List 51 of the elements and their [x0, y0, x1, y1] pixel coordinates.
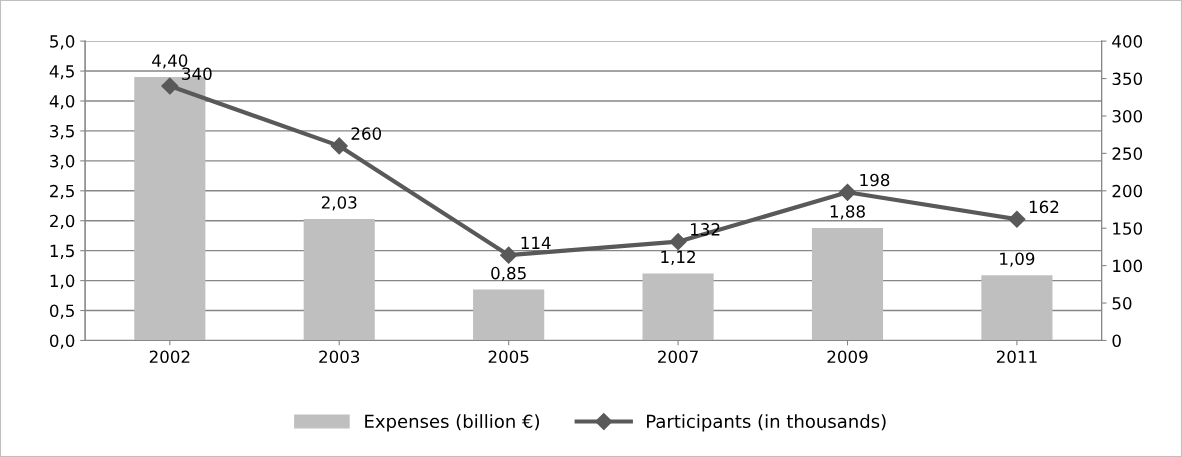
data-label: 162 — [1029, 200, 1059, 214]
bar — [473, 289, 545, 341]
data-label: 1,88 — [830, 205, 865, 220]
bar — [811, 227, 884, 341]
legend-label: Expenses (billion €) — [365, 414, 540, 432]
y-tick-label: 2,0 — [50, 214, 75, 229]
x-tick-label: 2003 — [319, 350, 360, 364]
point — [669, 233, 687, 251]
y-tick-label: 2,5 — [50, 184, 74, 200]
y2-tick-label: 50 — [1112, 297, 1132, 310]
point — [838, 183, 857, 201]
y2-tick-label: 300 — [1112, 109, 1143, 123]
data-label: 114 — [521, 236, 551, 249]
y2-tick-label: 400 — [1112, 35, 1143, 48]
y-tick-label: 4,0 — [49, 94, 75, 110]
y-tick-label: 0,0 — [49, 334, 75, 349]
y-tick-label: 1,5 — [50, 244, 74, 259]
data-label: 260 — [351, 127, 382, 140]
y-tick-label: 0,5 — [49, 304, 74, 319]
point — [330, 137, 348, 155]
data-label: 1,12 — [661, 250, 695, 265]
y-tick-label: 1,0 — [50, 274, 75, 289]
x-tick-label: 2009 — [827, 350, 868, 364]
x-tick-label: 2005 — [488, 350, 529, 364]
point — [161, 77, 179, 95]
data-label: 132 — [691, 223, 720, 236]
x-tick-label: 2011 — [996, 350, 1037, 364]
y-tick-label: 5,0 — [50, 35, 75, 50]
data-label: 4,40 — [152, 54, 188, 69]
bar — [981, 275, 1053, 341]
y2-tick-label: 0 — [1112, 334, 1121, 348]
y-tick-label: 3,5 — [50, 124, 74, 140]
data-label: 198 — [860, 173, 890, 187]
data-label: 340 — [182, 67, 212, 81]
bar — [642, 273, 714, 341]
y2-tick-label: 150 — [1113, 222, 1143, 235]
legend-label: Participants (in thousands) — [647, 414, 886, 432]
y-tick-label: 3,0 — [50, 154, 75, 170]
data-label: 2,03 — [321, 196, 357, 211]
point — [500, 246, 518, 264]
y2-tick-label: 250 — [1112, 147, 1143, 160]
y-tick-label: 4,5 — [49, 65, 74, 80]
y2-tick-label: 100 — [1113, 259, 1143, 273]
y2-tick-label: 350 — [1112, 72, 1143, 86]
data-label: 0,85 — [491, 266, 526, 282]
y2-tick-label: 200 — [1112, 184, 1143, 198]
x-tick-label: 2002 — [149, 350, 190, 364]
x-tick-label: 2007 — [658, 350, 698, 364]
bar — [303, 218, 375, 341]
data-label: 1,09 — [1000, 252, 1035, 267]
point — [1008, 210, 1026, 228]
